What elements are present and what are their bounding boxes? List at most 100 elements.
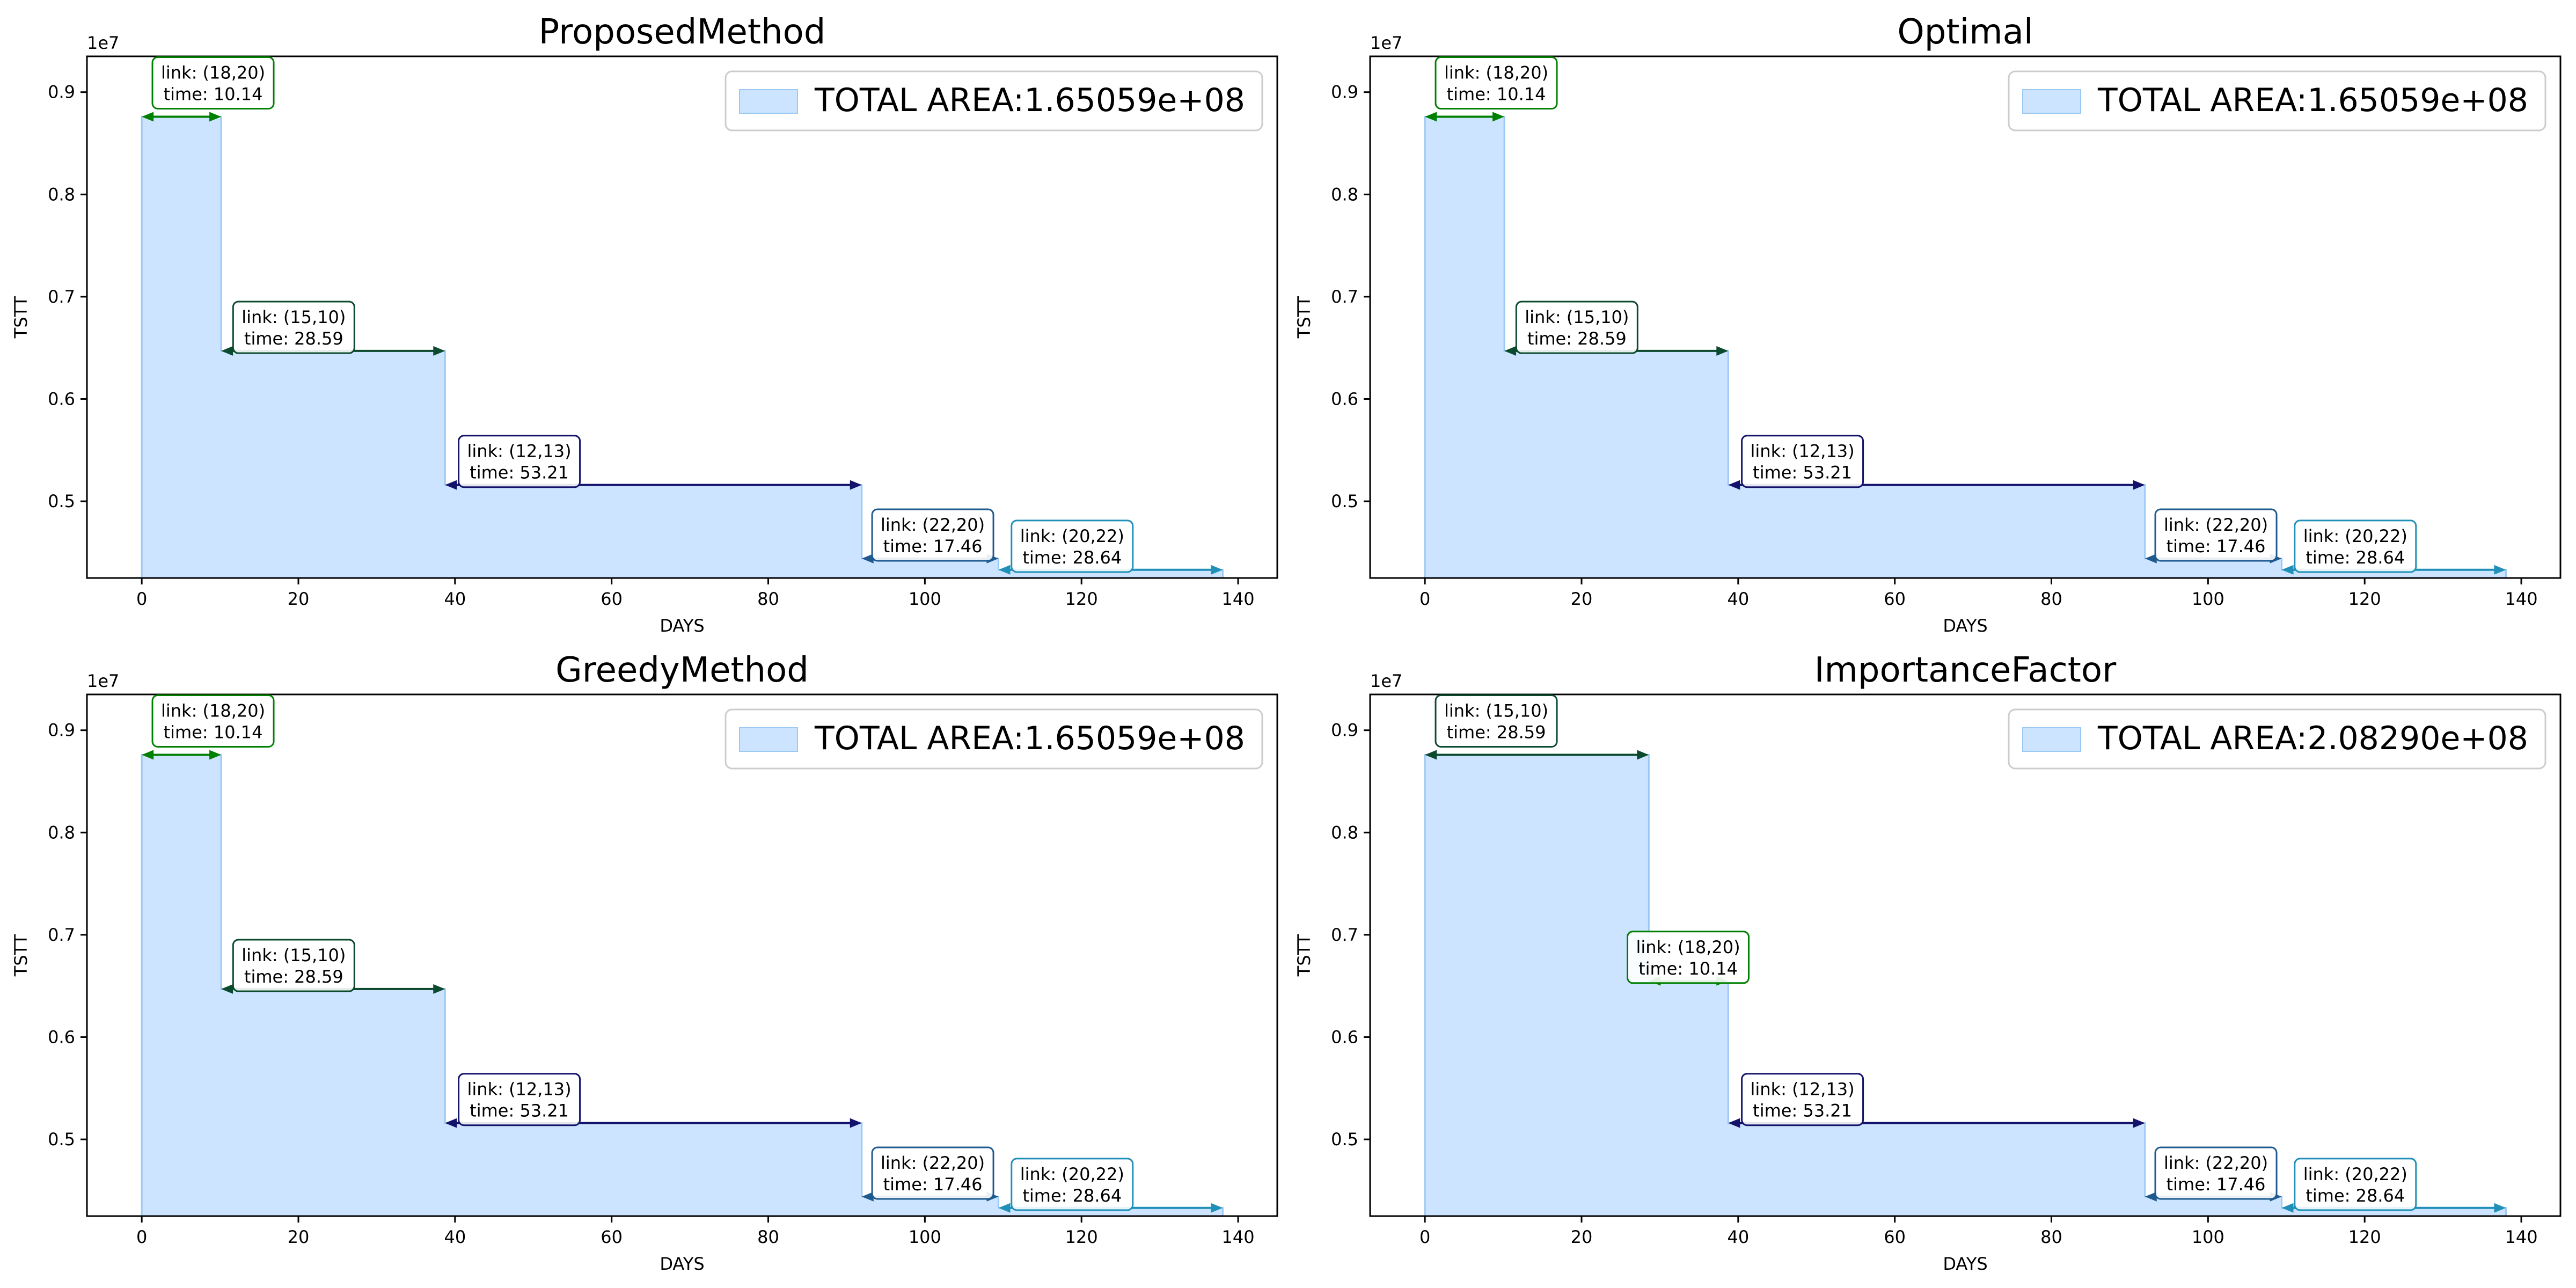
- legend-label: TOTAL AREA:1.65059e+08: [814, 82, 1245, 119]
- legend-label: TOTAL AREA:1.65059e+08: [814, 720, 1245, 757]
- annotation-arrowhead-right: [2494, 565, 2506, 575]
- x-axis-label: DAYS: [660, 616, 704, 636]
- annotation-label-box: [458, 435, 581, 488]
- legend-box: [724, 708, 1263, 770]
- annotation-label-box: [2294, 519, 2417, 573]
- offset-label: 1e7: [87, 33, 119, 53]
- x-tick-label: 80: [2040, 1227, 2062, 1247]
- y-tick-label: 0.8: [1331, 822, 1358, 843]
- annotation-arrowhead-left: [445, 1118, 457, 1128]
- annotation-time-text: time: 28.64: [1022, 547, 1122, 568]
- annotation-label-box: [1011, 519, 1134, 573]
- annotation-arrowhead-left: [2145, 1191, 2157, 1202]
- annotation-arrowhead-left: [142, 112, 154, 122]
- x-tick-label: 80: [757, 1227, 779, 1247]
- annotation: link: (22,20)time: 17.46: [2145, 1146, 2282, 1202]
- annotation: link: (22,20)time: 17.46: [2145, 508, 2282, 564]
- annotation-arrowhead-right: [1211, 1203, 1223, 1213]
- annotation-arrowhead-right: [1637, 750, 1649, 760]
- annotation-arrowhead-left: [1425, 750, 1437, 760]
- y-tick-label: 0.5: [1331, 1129, 1358, 1150]
- annotation-arrowhead-left: [2281, 1203, 2294, 1213]
- chart-panel-2: 0 20 40 60 80 100 120 140 0.5 0.6 0.7 0.8 0.9 1e7 Gree…: [11, 650, 1278, 1274]
- x-tick-label: 0: [1419, 1227, 1430, 1247]
- annotation: link: (20,22)time: 28.64: [2281, 1158, 2506, 1213]
- x-tick-label: 80: [2040, 589, 2062, 609]
- annotation-arrowhead-right: [433, 346, 445, 356]
- annotation-arrowhead-right: [1492, 112, 1505, 122]
- annotation-label-box: [1741, 435, 1864, 488]
- annotation-time-text: time: 10.14: [1447, 84, 1546, 105]
- x-tick-label: 20: [1571, 589, 1593, 609]
- x-tick-label: 0: [1419, 589, 1430, 609]
- x-tick-label: 140: [1222, 589, 1255, 609]
- legend-swatch: [2022, 727, 2081, 752]
- y-axis-label: TSTT: [11, 934, 31, 977]
- annotation-link-text: link: (20,22): [1020, 526, 1124, 546]
- x-tick-label: 60: [601, 1227, 623, 1247]
- chart-title: GreedyMethod: [555, 650, 809, 690]
- x-tick-label: 120: [1065, 589, 1098, 609]
- annotation-arrowhead-left: [221, 984, 233, 994]
- annotation-time-text: time: 28.64: [1022, 1185, 1122, 1206]
- annotation-time-text: time: 28.59: [244, 328, 343, 349]
- area-fill: [141, 753, 1224, 1217]
- annotation-arrowhead-left: [1425, 112, 1437, 122]
- chart-title: ImportanceFactor: [1814, 650, 2117, 690]
- annotation: link: (22,20)time: 17.46: [861, 508, 999, 564]
- annotation-time-text: time: 28.59: [1447, 722, 1546, 743]
- y-tick-label: 0.7: [48, 287, 75, 307]
- annotation-arrowhead-left: [998, 1203, 1011, 1213]
- x-tick-label: 80: [757, 589, 779, 609]
- x-tick-label: 40: [1727, 1227, 1749, 1247]
- x-tick-label: 120: [1065, 1227, 1098, 1247]
- legend-label: TOTAL AREA:1.65059e+08: [2097, 82, 2528, 119]
- x-tick-label: 140: [1222, 1227, 1255, 1247]
- annotation-time-text: time: 10.14: [1638, 958, 1738, 979]
- annotation-label-box: [232, 939, 355, 992]
- annotation-link-text: link: (22,20): [2164, 515, 2268, 535]
- annotation-link-text: link: (18,20): [161, 63, 265, 83]
- y-axis-label: TSTT: [1294, 296, 1314, 339]
- annotation: link: (15,10)time: 28.59: [221, 301, 445, 356]
- annotation-arrowhead-left: [1504, 346, 1517, 356]
- x-tick-label: 40: [1727, 589, 1749, 609]
- y-tick-label: 0.8: [48, 184, 75, 204]
- annotation-label-box: [871, 1146, 994, 1200]
- x-tick-label: 40: [444, 589, 466, 609]
- annotation-arrowhead-left: [861, 553, 874, 564]
- annotation: link: (15,10)time: 28.59: [1425, 694, 1649, 760]
- annotation-time-text: time: 17.46: [883, 1174, 983, 1195]
- x-tick-label: 60: [1884, 589, 1906, 609]
- annotation-link-text: link: (15,10): [241, 945, 346, 965]
- annotation-label-box: [871, 508, 994, 562]
- annotation-arrowhead-left: [2281, 565, 2294, 575]
- y-tick-label: 0.5: [48, 1129, 75, 1150]
- chart-panel-0: 0 20 40 60 80 100 120 140 0.5 0.6 0.7 0.8 0.9 1e7 Prop…: [11, 12, 1278, 636]
- axes-frame: [1369, 55, 2562, 579]
- annotation-arrowhead-right: [1716, 346, 1729, 356]
- axes-frame: [86, 693, 1278, 1217]
- x-tick-label: 120: [2348, 1227, 2381, 1247]
- y-tick-label: 0.6: [48, 389, 75, 409]
- x-tick-label: 60: [601, 589, 623, 609]
- legend-box: [2008, 70, 2546, 131]
- annotation-label-box: [151, 694, 275, 748]
- annotation-time-text: time: 28.64: [2306, 1185, 2405, 1206]
- y-tick-label: 0.5: [1331, 491, 1358, 511]
- x-axis-label: DAYS: [1943, 616, 1987, 636]
- annotation-arrowhead-left: [1728, 1118, 1740, 1128]
- legend-box: [724, 70, 1263, 131]
- annotation-link-text: link: (12,13): [1751, 1079, 1855, 1100]
- annotation-link-text: link: (20,22): [1020, 1164, 1124, 1184]
- annotation-label-box: [1011, 1158, 1134, 1211]
- x-tick-label: 20: [288, 589, 310, 609]
- legend-swatch: [739, 727, 798, 752]
- annotation-time-text: time: 17.46: [2167, 1174, 2266, 1195]
- annotation-link-text: link: (22,20): [881, 1153, 985, 1173]
- annotation-time-text: time: 28.64: [2306, 547, 2405, 568]
- annotation-arrowhead-left: [142, 750, 154, 760]
- axes-frame: [1369, 693, 2562, 1217]
- y-tick-label: 0.8: [1331, 184, 1358, 204]
